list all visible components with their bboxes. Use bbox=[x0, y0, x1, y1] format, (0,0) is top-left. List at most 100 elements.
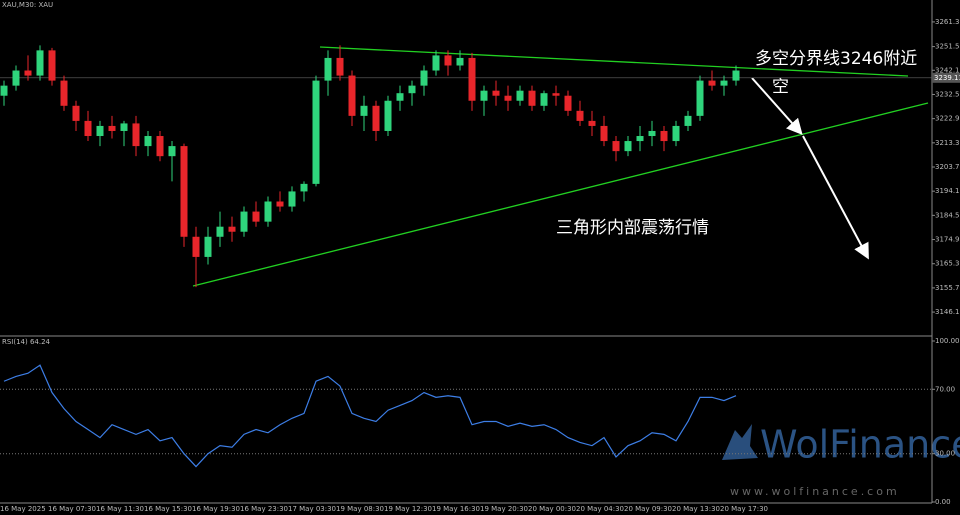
candle-body bbox=[96, 125, 104, 137]
candle-body bbox=[156, 136, 164, 157]
y-tick-label: 3251.50 bbox=[935, 43, 960, 51]
y-tick-label: 70.00 bbox=[935, 385, 955, 393]
candle-body bbox=[516, 90, 524, 101]
rsi-title: RSI(14) 64.24 bbox=[2, 338, 51, 346]
candle-body bbox=[564, 95, 572, 111]
lower-trendline bbox=[192, 102, 929, 287]
candle-body bbox=[336, 57, 344, 76]
y-tick-label: 3184.50 bbox=[935, 211, 960, 219]
candle-body bbox=[408, 85, 416, 94]
x-tick-label: 20 May 17:30 bbox=[720, 505, 768, 513]
candle-body bbox=[84, 120, 92, 137]
candle-body bbox=[144, 136, 152, 147]
candle-body bbox=[456, 57, 464, 66]
candle-body bbox=[420, 70, 428, 86]
candle-body bbox=[624, 141, 632, 152]
x-tick-label: 16 May 19:30 bbox=[192, 505, 240, 513]
x-tick-label: 16 May 11:30 bbox=[96, 505, 144, 513]
candle-body bbox=[576, 110, 584, 121]
y-tick-label: 3261.30 bbox=[935, 18, 960, 26]
y-tick-label: 30.00 bbox=[935, 450, 955, 458]
y-tick-label: 3203.70 bbox=[935, 163, 960, 171]
candle-body bbox=[552, 93, 560, 96]
watermark-logo bbox=[722, 424, 758, 460]
candle-body bbox=[540, 93, 548, 106]
candle-body bbox=[432, 55, 440, 71]
candle-body bbox=[288, 191, 296, 207]
candle-body bbox=[72, 105, 80, 121]
y-tick-label: 3222.90 bbox=[935, 115, 960, 123]
candle-body bbox=[132, 123, 140, 147]
candle-body bbox=[708, 80, 716, 86]
candle-body bbox=[348, 75, 356, 116]
y-tick-label: 3232.50 bbox=[935, 90, 960, 98]
candle-body bbox=[192, 236, 200, 257]
candle-body bbox=[660, 130, 668, 142]
last-price-box bbox=[932, 72, 960, 83]
annotation: 空 bbox=[772, 77, 789, 97]
arrow bbox=[751, 77, 803, 135]
watermark-brand: WolFinance bbox=[760, 423, 960, 467]
candle-body bbox=[372, 105, 380, 131]
last-price-label: 3239.11 bbox=[934, 74, 960, 82]
x-tick-label: 20 May 04:30 bbox=[576, 505, 624, 513]
x-tick-label: 20 May 09:30 bbox=[624, 505, 672, 513]
candle-body bbox=[300, 183, 308, 192]
candle-body bbox=[360, 105, 368, 116]
watermark-url: www.wolfinance.com bbox=[730, 485, 900, 498]
candle-body bbox=[636, 136, 644, 142]
candle-body bbox=[180, 146, 188, 237]
y-tick-label: 3213.30 bbox=[935, 139, 960, 147]
y-tick-label: 0.00 bbox=[935, 498, 951, 506]
candle-body bbox=[720, 80, 728, 86]
x-tick-label: 16 May 2025 bbox=[0, 505, 46, 513]
candle-body bbox=[264, 201, 272, 222]
y-tick-label: 3194.10 bbox=[935, 187, 960, 195]
y-tick-label: 3242.10 bbox=[935, 66, 960, 74]
candle-body bbox=[60, 80, 68, 106]
candle-body bbox=[444, 55, 452, 66]
candle-body bbox=[588, 120, 596, 126]
candle-body bbox=[684, 115, 692, 126]
candle-body bbox=[468, 57, 476, 101]
annotation: 三角形内部震荡行情 bbox=[556, 218, 709, 238]
y-tick-label: 100.00 bbox=[935, 337, 960, 345]
candle-body bbox=[228, 226, 236, 232]
x-tick-label: 16 May 07:30 bbox=[48, 505, 96, 513]
candle-body bbox=[240, 211, 248, 232]
candle-body bbox=[204, 236, 212, 257]
candle-body bbox=[480, 90, 488, 101]
x-tick-label: 20 May 00:30 bbox=[528, 505, 576, 513]
rsi-line bbox=[3, 364, 737, 468]
x-tick-label: 19 May 08:30 bbox=[336, 505, 384, 513]
upper-trendline bbox=[319, 46, 909, 77]
candle-body bbox=[504, 95, 512, 101]
x-tick-label: 19 May 12:30 bbox=[384, 505, 432, 513]
candle-body bbox=[396, 93, 404, 101]
candle-body bbox=[612, 141, 620, 152]
x-tick-label: 16 May 23:30 bbox=[240, 505, 288, 513]
candle-body bbox=[12, 70, 20, 86]
candle-body bbox=[672, 125, 680, 142]
arrow bbox=[802, 135, 869, 260]
candle-body bbox=[36, 50, 44, 76]
y-tick-label: 3165.30 bbox=[935, 260, 960, 268]
annotation: 多空分界线3246附近 bbox=[755, 49, 917, 69]
candle-body bbox=[0, 85, 8, 96]
x-tick-label: 20 May 13:30 bbox=[672, 505, 720, 513]
x-tick-label: 19 May 20:30 bbox=[480, 505, 528, 513]
watermark: WolFinance www.wolfinance.com bbox=[722, 423, 960, 498]
candle-body bbox=[384, 100, 392, 131]
y-tick-label: 3146.10 bbox=[935, 308, 960, 316]
candle-body bbox=[600, 125, 608, 142]
x-tick-label: 17 May 03:30 bbox=[288, 505, 336, 513]
candle-body bbox=[24, 70, 32, 76]
y-tick-label: 3155.70 bbox=[935, 284, 960, 292]
candle-body bbox=[312, 80, 320, 184]
x-tick-label: 16 May 15:30 bbox=[144, 505, 192, 513]
candle-body bbox=[252, 211, 260, 222]
candle-body bbox=[528, 90, 536, 106]
candle-body bbox=[492, 90, 500, 96]
